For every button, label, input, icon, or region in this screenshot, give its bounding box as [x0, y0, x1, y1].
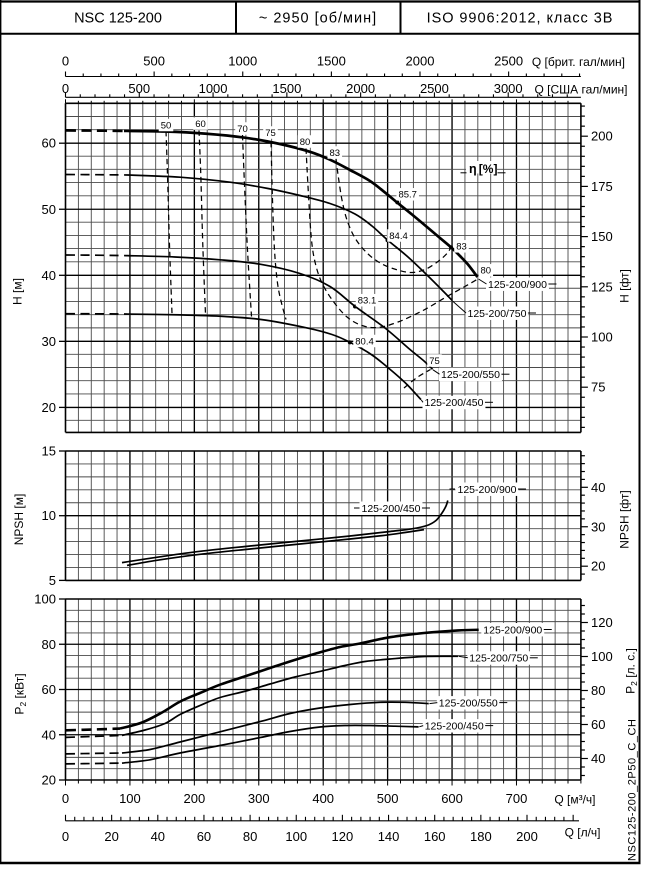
svg-text:80: 80 [243, 829, 257, 844]
svg-text:2000: 2000 [346, 81, 375, 96]
svg-text:300: 300 [248, 791, 270, 806]
svg-text:2500: 2500 [420, 81, 449, 96]
svg-text:125-200/550: 125-200/550 [441, 369, 500, 381]
svg-text:400: 400 [312, 791, 334, 806]
svg-text:H [м]: H [м] [11, 278, 25, 305]
svg-text:20: 20 [591, 559, 605, 574]
svg-text:~ 2950 [об/мин]: ~ 2950 [об/мин] [259, 11, 377, 27]
svg-text:200: 200 [591, 129, 613, 144]
svg-text:125-200/900: 125-200/900 [483, 624, 542, 636]
svg-text:NPSH [фт]: NPSH [фт] [618, 490, 632, 548]
svg-text:600: 600 [441, 791, 463, 806]
svg-text:20: 20 [104, 829, 118, 844]
svg-text:180: 180 [470, 829, 492, 844]
svg-text:83: 83 [330, 148, 341, 159]
svg-text:75: 75 [429, 356, 440, 367]
svg-text:140: 140 [378, 829, 400, 844]
svg-text:100: 100 [591, 649, 613, 664]
svg-text:125-200/550: 125-200/550 [439, 697, 498, 709]
svg-text:60: 60 [197, 829, 211, 844]
svg-text:ISO 9906:2012, класс 3В: ISO 9906:2012, класс 3В [427, 11, 614, 27]
svg-text:10: 10 [42, 508, 56, 523]
svg-text:500: 500 [128, 81, 150, 96]
svg-text:200: 200 [183, 791, 205, 806]
svg-text:75: 75 [591, 380, 605, 395]
svg-text:83.1: 83.1 [358, 296, 377, 307]
svg-text:80.4: 80.4 [355, 336, 374, 347]
svg-text:160: 160 [424, 829, 446, 844]
svg-text:40: 40 [151, 829, 165, 844]
svg-text:150: 150 [591, 229, 613, 244]
svg-text:120: 120 [591, 615, 613, 630]
svg-text:Q [США гал/мин]: Q [США гал/мин] [534, 83, 627, 97]
svg-text:NPSH [м]: NPSH [м] [12, 494, 26, 546]
svg-text:85.7: 85.7 [398, 190, 417, 201]
svg-text:125-200/450: 125-200/450 [425, 720, 484, 732]
svg-text:0: 0 [62, 81, 69, 96]
svg-text:0: 0 [62, 791, 69, 806]
svg-text:5: 5 [49, 573, 56, 588]
svg-text:1000: 1000 [228, 54, 257, 69]
svg-text:175: 175 [591, 179, 613, 194]
svg-text:50: 50 [42, 202, 56, 217]
svg-text:Q [л/ч]: Q [л/ч] [565, 826, 601, 840]
svg-text:120: 120 [332, 829, 354, 844]
svg-text:200: 200 [516, 829, 538, 844]
svg-text:[%]: [%] [479, 162, 498, 176]
svg-text:60: 60 [42, 682, 56, 697]
svg-text:700: 700 [506, 791, 528, 806]
svg-text:15: 15 [42, 444, 56, 459]
svg-text:500: 500 [143, 54, 165, 69]
svg-text:P2 [кВт]: P2 [кВт] [13, 673, 29, 714]
svg-text:NSC 125-200: NSC 125-200 [74, 11, 162, 27]
svg-text:1500: 1500 [317, 54, 346, 69]
svg-text:η: η [469, 162, 477, 176]
svg-text:20: 20 [42, 400, 56, 415]
svg-text:2500: 2500 [494, 54, 523, 69]
svg-text:40: 40 [42, 727, 56, 742]
svg-text:30: 30 [42, 334, 56, 349]
svg-text:500: 500 [377, 791, 399, 806]
svg-text:60: 60 [195, 119, 206, 130]
svg-text:3000: 3000 [494, 81, 523, 96]
svg-text:125-200/750: 125-200/750 [468, 308, 527, 320]
svg-text:80: 80 [481, 266, 492, 277]
svg-text:1500: 1500 [272, 81, 301, 96]
svg-text:100: 100 [119, 791, 141, 806]
svg-text:0: 0 [62, 829, 69, 844]
svg-text:50: 50 [161, 120, 172, 131]
svg-text:125-200/750: 125-200/750 [469, 653, 528, 665]
svg-text:80: 80 [42, 637, 56, 652]
svg-text:125-200/900: 125-200/900 [458, 484, 517, 496]
svg-text:70: 70 [237, 124, 248, 135]
svg-text:1000: 1000 [199, 81, 228, 96]
svg-text:30: 30 [591, 519, 605, 534]
svg-text:80: 80 [591, 683, 605, 698]
svg-text:125: 125 [591, 279, 613, 294]
svg-text:60: 60 [591, 717, 605, 732]
svg-text:125-200/450: 125-200/450 [425, 397, 484, 409]
svg-text:60: 60 [42, 136, 56, 151]
svg-text:H [фт]: H [фт] [618, 269, 632, 303]
svg-text:83: 83 [456, 242, 467, 253]
svg-text:75: 75 [265, 128, 276, 139]
svg-text:Q [м³/ч]: Q [м³/ч] [554, 793, 595, 807]
svg-text:100: 100 [34, 592, 56, 607]
svg-text:P2 [л. с.]: P2 [л. с.] [624, 648, 640, 694]
svg-text:100: 100 [285, 829, 307, 844]
svg-text:125-200/450: 125-200/450 [362, 503, 421, 515]
svg-text:Q [брит. гал/мин]: Q [брит. гал/мин] [532, 55, 625, 69]
svg-text:20: 20 [42, 773, 56, 788]
svg-text:40: 40 [591, 480, 605, 495]
svg-text:84.4: 84.4 [389, 231, 408, 242]
svg-text:40: 40 [42, 268, 56, 283]
svg-text:40: 40 [591, 751, 605, 766]
svg-text:80: 80 [300, 137, 311, 148]
svg-text:NSC125-200_2P50_C_CH: NSC125-200_2P50_C_CH [627, 719, 639, 861]
svg-text:125-200/900: 125-200/900 [488, 279, 547, 291]
svg-text:100: 100 [591, 330, 613, 345]
svg-text:2000: 2000 [406, 54, 435, 69]
svg-text:0: 0 [62, 54, 69, 69]
